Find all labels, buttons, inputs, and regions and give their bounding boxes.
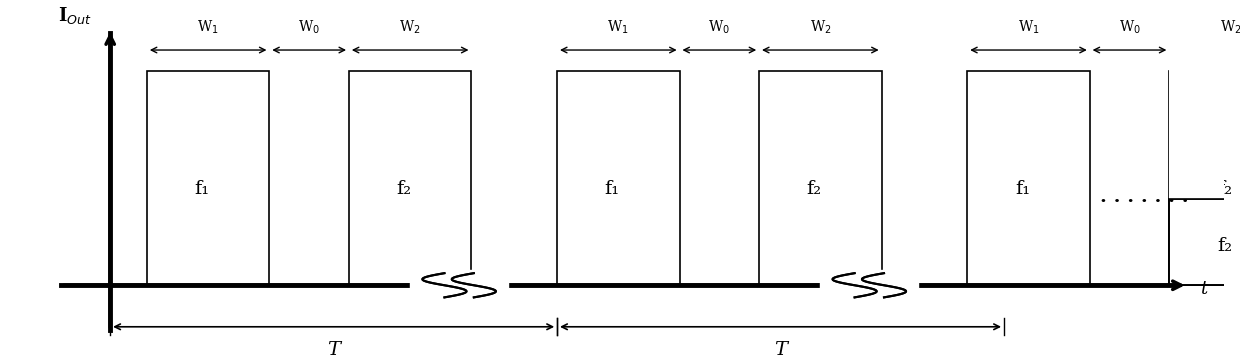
Text: · · · · · · ·: · · · · · · · — [1100, 193, 1189, 211]
Text: W$_1$: W$_1$ — [197, 19, 219, 36]
Text: f₂: f₂ — [807, 180, 822, 198]
Bar — [348, 71, 471, 285]
Text: W$_1$: W$_1$ — [1018, 19, 1039, 36]
Text: T: T — [327, 341, 340, 359]
Bar — [967, 71, 1090, 285]
Bar — [146, 71, 269, 285]
Bar — [759, 71, 882, 285]
Text: I$_{Out}$: I$_{Out}$ — [58, 5, 92, 26]
Text: f₂: f₂ — [1216, 237, 1233, 255]
Text: W$_0$: W$_0$ — [298, 19, 320, 36]
Bar — [1169, 199, 1240, 285]
Bar — [1169, 71, 1240, 285]
Text: t: t — [1200, 280, 1208, 298]
Bar — [1169, 199, 1240, 285]
Text: T: T — [774, 341, 787, 359]
Text: f₁: f₁ — [195, 180, 210, 198]
Text: W$_2$: W$_2$ — [1220, 19, 1240, 36]
Text: f₂: f₂ — [1216, 180, 1233, 198]
Text: W$_1$: W$_1$ — [608, 19, 629, 36]
Text: f₁: f₁ — [605, 180, 620, 198]
Bar — [557, 71, 680, 285]
Text: f₁: f₁ — [1014, 180, 1030, 198]
Text: W$_2$: W$_2$ — [399, 19, 420, 36]
Text: W$_2$: W$_2$ — [810, 19, 831, 36]
Text: W$_0$: W$_0$ — [1118, 19, 1141, 36]
Text: f₂: f₂ — [397, 180, 412, 198]
Text: W$_0$: W$_0$ — [708, 19, 730, 36]
Bar — [1169, 67, 1240, 199]
